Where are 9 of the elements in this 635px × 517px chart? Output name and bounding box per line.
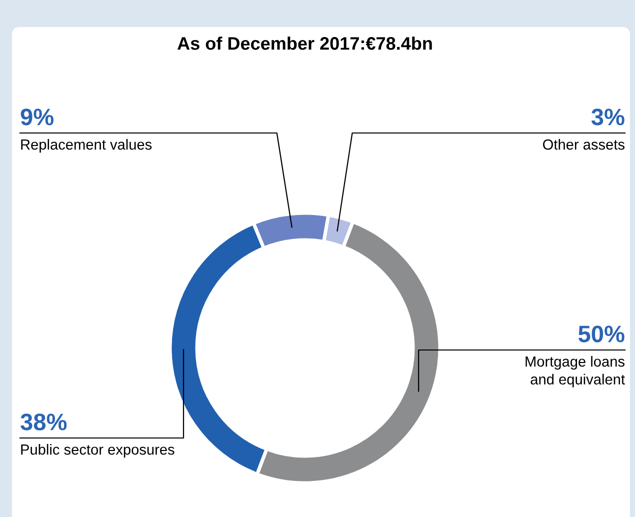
data-label: 9% <box>20 108 54 126</box>
chart-title: As of December 2017:€78.4bn <box>178 36 432 50</box>
slice-label: Public sector exposures <box>21 444 174 458</box>
slice-label: Replacement values <box>21 139 152 153</box>
slice-label: Other assets <box>543 139 624 150</box>
slice-label: Mortgage loans and equivalent <box>526 356 625 388</box>
data-label: 50% <box>578 326 624 342</box>
data-label: 3% <box>591 108 624 126</box>
data-label: 38% <box>20 414 67 430</box>
